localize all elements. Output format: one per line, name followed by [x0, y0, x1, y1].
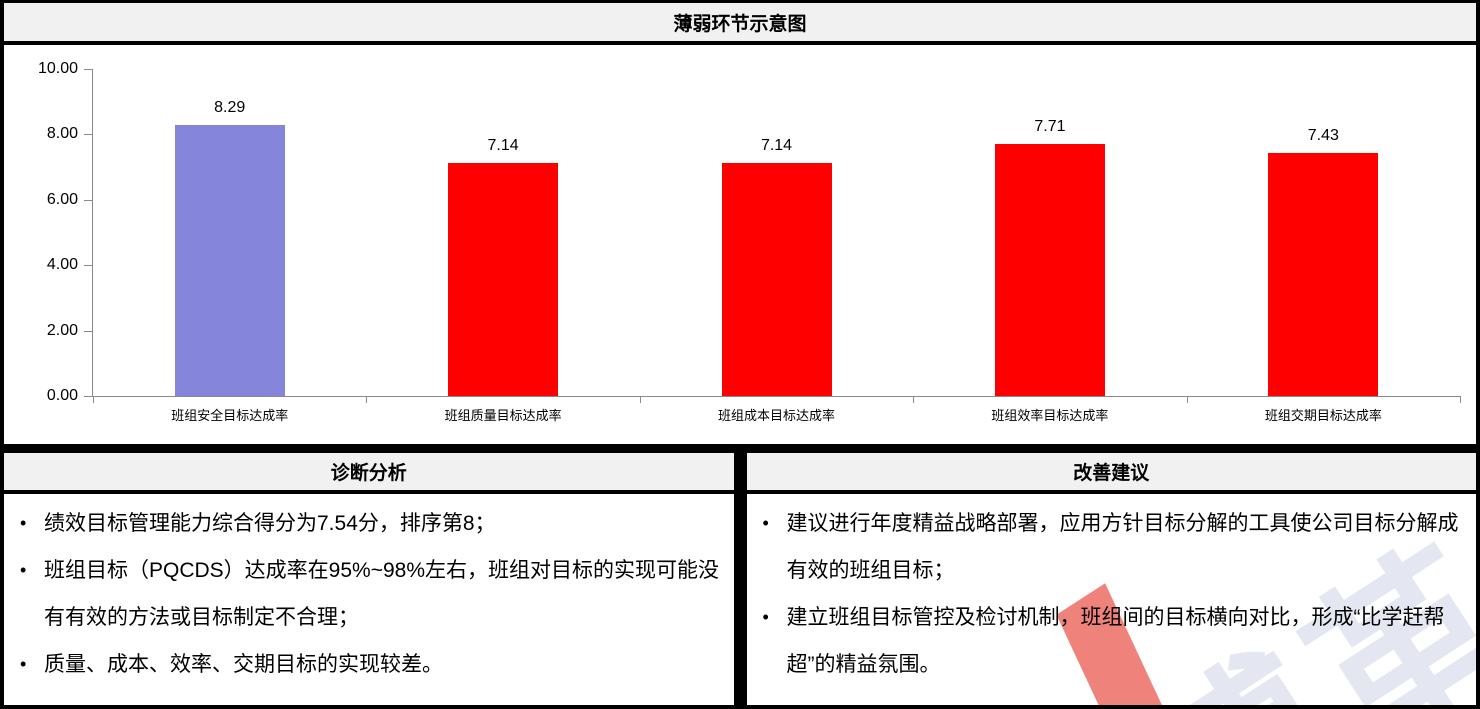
chart-title: 薄弱环节示意图 [673, 13, 807, 35]
bar-value-label: 7.14 [760, 136, 793, 154]
suggestions-bullet-list: 建议进行年度精益战略部署，应用方针目标分解的工具使公司目标分解成有效的班组目标；… [755, 500, 1463, 688]
bar-value-label: 7.14 [487, 136, 519, 154]
y-axis-label: 10.00 [37, 60, 78, 77]
x-axis-tick [366, 396, 368, 403]
bar-value-label: 7.71 [1034, 117, 1066, 135]
x-axis-tick [93, 396, 94, 403]
suggestions-body: 博革 建议进行年度精益战略部署，应用方针目标分解的工具使公司目标分解成有效的班组… [746, 494, 1476, 705]
x-axis-tick [913, 396, 915, 403]
suggestions-header: 改善建议 [746, 453, 1476, 494]
bar-value-label: 7.43 [1307, 127, 1339, 145]
bar-group: 8.29 班组安全目标达成率 [93, 69, 366, 423]
bottom-row: 诊断分析 绩效目标管理能力综合得分为7.54分，排序第8；班组目标（PQCDS）… [4, 453, 1476, 705]
bar-series: 8.29 班组安全目标达成率 7.14 班组质量目标达成率 7.14 班组成本目标达成率 7… [93, 69, 1460, 423]
y-axis-tick [84, 265, 93, 267]
x-axis-tick [1186, 396, 1188, 403]
y-axis-label: 4.00 [46, 256, 78, 274]
bar-group: 7.14 班组成本目标达成率 [640, 69, 913, 423]
bar-group: 7.14 班组质量目标达成率 [366, 69, 639, 423]
bullet-item: 绩效目标管理能力综合得分为7.54分，排序第8； [12, 500, 720, 547]
bar [1268, 153, 1379, 396]
chart-panel: 0.00 2.00 4.00 6.00 8.00 10.00 8.29 班组安全目标达成率 7.… [4, 45, 1476, 444]
y-axis-tick [84, 199, 93, 201]
bar [721, 162, 832, 396]
y-axis-label: 2.00 [46, 321, 78, 339]
diagnosis-title: 诊断分析 [330, 463, 407, 484]
y-axis-tick [84, 69, 93, 70]
bar-group: 7.43 班组交期目标达成率 [1187, 69, 1460, 423]
category-label: 班组效率目标达成率 [991, 408, 1109, 423]
bar-group: 7.71 班组效率目标达成率 [913, 69, 1186, 423]
bar [174, 124, 285, 396]
y-axis-tick [84, 396, 93, 397]
y-axis-label: 6.00 [46, 190, 78, 208]
suggestions-title: 改善建议 [1073, 463, 1150, 484]
bullet-item: 质量、成本、效率、交期目标的实现较差。 [12, 641, 720, 688]
y-axis-label: 0.00 [46, 387, 78, 404]
diagnosis-header: 诊断分析 [4, 453, 734, 494]
bar [448, 162, 559, 396]
category-label: 班组安全目标达成率 [171, 408, 289, 423]
bullet-item: 班组目标（PQCDS）达成率在95%~98%左右，班组对目标的实现可能没有有效的… [12, 547, 720, 641]
chart-title-bar: 薄弱环节示意图 [4, 3, 1476, 41]
category-label: 班组质量目标达成率 [444, 408, 562, 423]
diagnosis-bullet-list: 绩效目标管理能力综合得分为7.54分，排序第8；班组目标（PQCDS）达成率在9… [12, 500, 720, 688]
y-axis-tick [84, 134, 93, 136]
diagnosis-body: 绩效目标管理能力综合得分为7.54分，排序第8；班组目标（PQCDS）达成率在9… [4, 494, 734, 705]
category-label: 班组成本目标达成率 [718, 408, 836, 423]
category-label: 班组交期目标达成率 [1264, 408, 1382, 423]
x-axis-tick [639, 396, 641, 403]
plot-area: 0.00 2.00 4.00 6.00 8.00 10.00 8.29 班组安全目标达成率 7.… [38, 60, 1461, 423]
diagnosis-panel: 诊断分析 绩效目标管理能力综合得分为7.54分，排序第8；班组目标（PQCDS）… [4, 453, 734, 705]
bullet-item: 建立班组目标管控及检讨机制，班组间的目标横向对比，形成“比学赶帮超”的精益氛围。 [755, 594, 1463, 688]
suggestions-panel: 改善建议 博革 建议进行年度精益战略部署，应用方针目标分解的工具使公司目标分解成… [746, 453, 1476, 705]
bar [994, 143, 1105, 396]
bullet-item: 建议进行年度精益战略部署，应用方针目标分解的工具使公司目标分解成有效的班组目标； [755, 500, 1463, 594]
x-axis-tick [1460, 396, 1461, 403]
y-axis-tick [84, 330, 93, 332]
bar-value-label: 8.29 [214, 98, 246, 116]
y-axis-label: 8.00 [46, 125, 78, 143]
